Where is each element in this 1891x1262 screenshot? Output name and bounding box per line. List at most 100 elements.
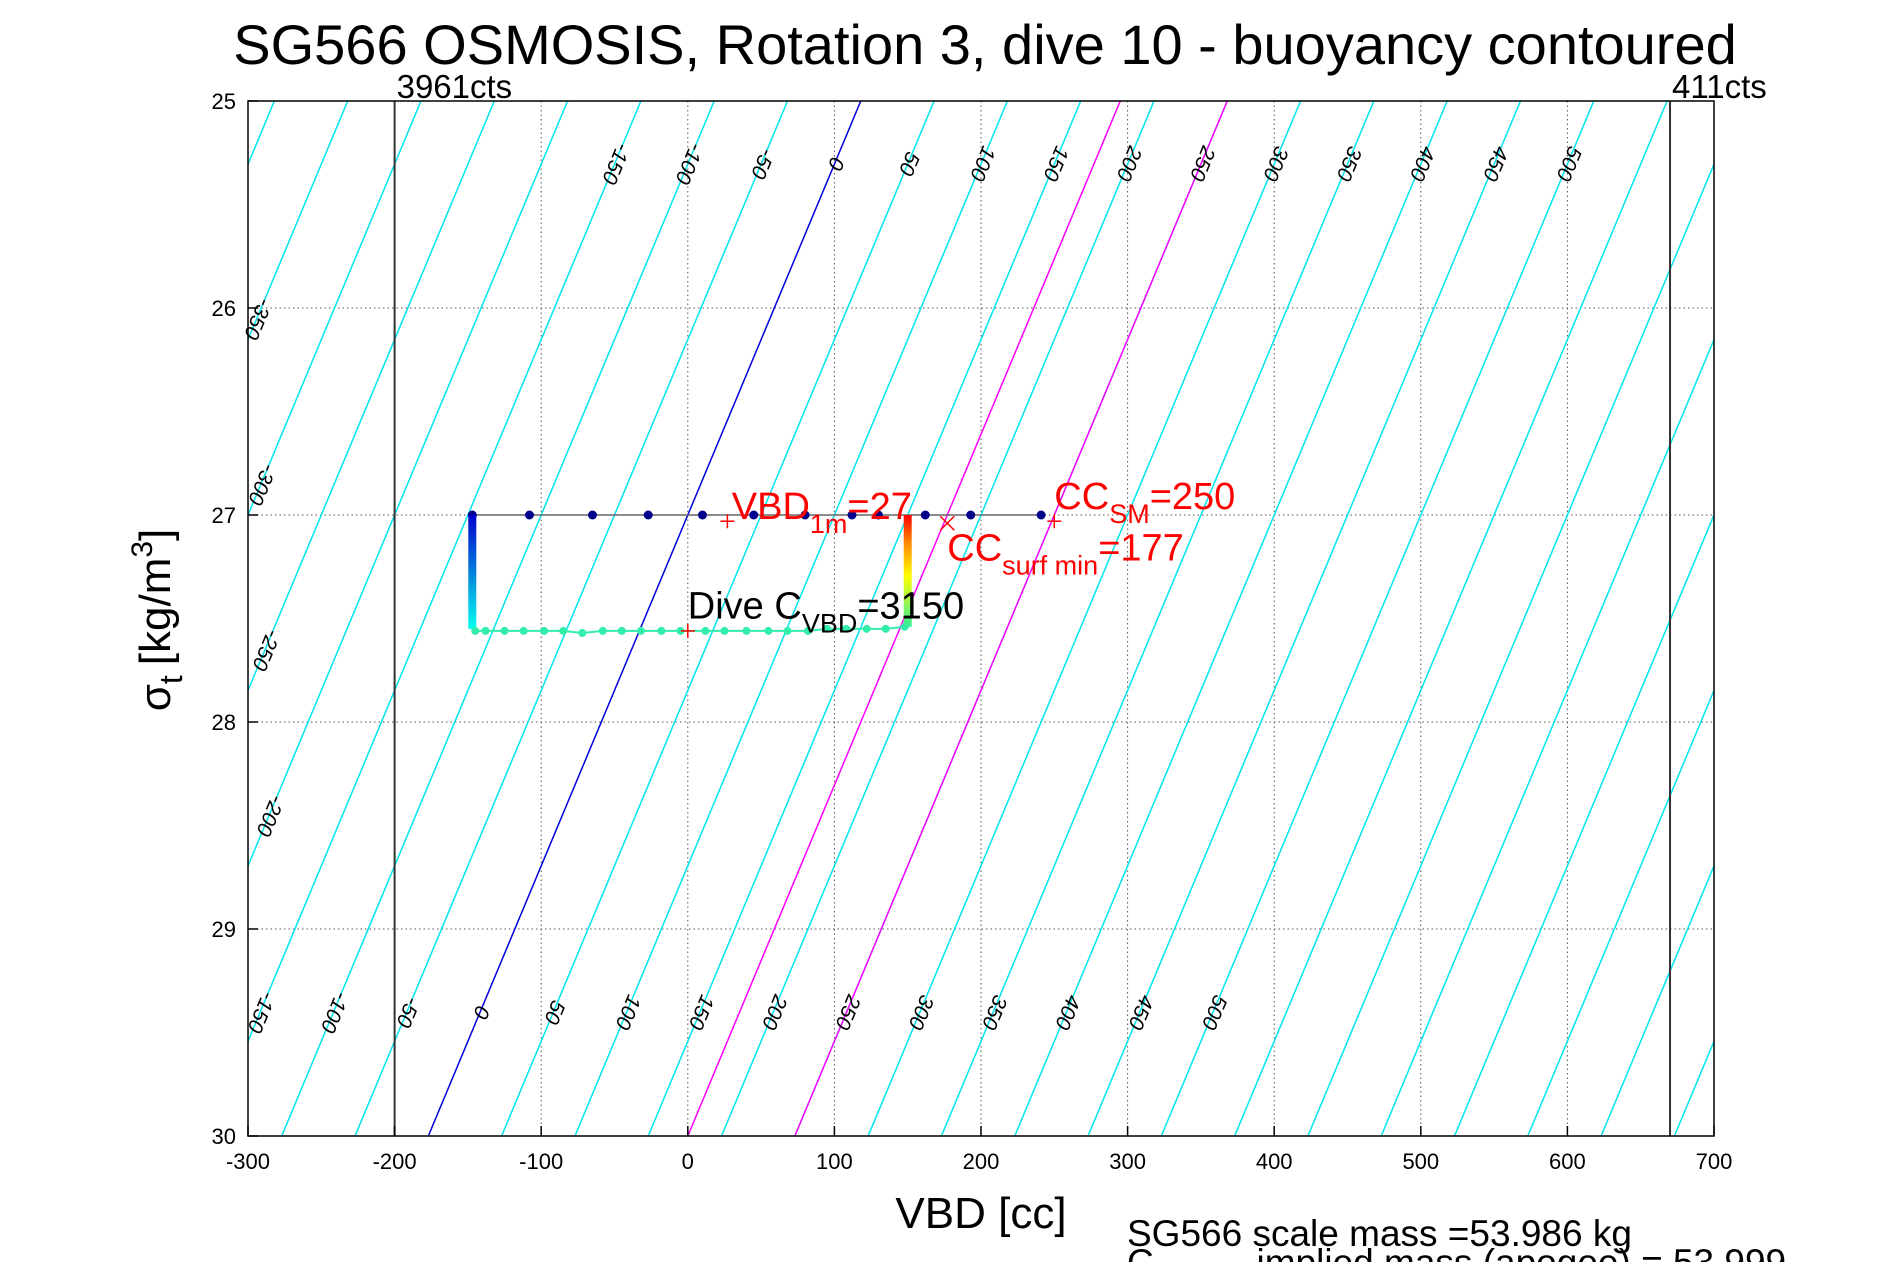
contour-line-zero (427, 101, 862, 1136)
counts-left-label: 3961cts (397, 68, 513, 105)
y-tick-label: 27 (212, 503, 236, 528)
surface-point (966, 510, 976, 520)
annotation-value: =27 (847, 486, 911, 528)
y-tick-label: 30 (212, 1124, 236, 1149)
surface-point (873, 510, 883, 520)
surface-point (800, 510, 810, 520)
y-tick-label: 25 (212, 89, 236, 114)
x-tick-label: 100 (816, 1149, 853, 1174)
contour-line (0, 101, 54, 1136)
contour-line (248, 101, 642, 1044)
x-tick-label: -100 (519, 1149, 563, 1174)
footer-implied-mass: C implied mass (apogee) = 53.999 (1127, 1242, 1786, 1262)
contour-line (1527, 688, 1714, 1136)
annotation-main: CC (1054, 476, 1109, 518)
contour-line (647, 101, 1082, 1136)
y-tick-label: 28 (212, 710, 236, 735)
deep-point (657, 626, 666, 635)
deep-point (862, 624, 871, 633)
annotation-label: VBD1m=27 (732, 486, 912, 539)
contour-line (281, 101, 715, 1136)
surface-point (1036, 510, 1046, 520)
deep-point (636, 626, 645, 635)
contour-line-magenta (794, 101, 1228, 1136)
deep-point (540, 626, 549, 635)
contour-line (1748, 101, 1891, 1136)
contour-line (248, 101, 349, 342)
contour-line (0, 101, 128, 1136)
deep-point (783, 626, 792, 635)
contour-line (1380, 337, 1714, 1136)
contour-line (248, 101, 495, 693)
x-tick-label: 500 (1402, 1149, 1439, 1174)
footer-scale-mass: SG566 scale mass =53.986 kg (1127, 1213, 1632, 1254)
deep-point (842, 624, 851, 633)
contour-line (354, 101, 789, 1136)
surface-point (920, 510, 930, 520)
x-tick-label: 400 (1256, 1149, 1293, 1174)
deep-point (598, 626, 607, 635)
ascent-track (903, 515, 912, 627)
x-tick-label: -200 (373, 1149, 417, 1174)
deep-point (617, 626, 626, 635)
y-axis-label-symbol: σ (131, 684, 180, 711)
contour-line (1233, 101, 1668, 1136)
deep-point (764, 626, 773, 635)
contour-line (574, 101, 1009, 1136)
count-lines (393, 101, 1672, 1136)
deep-point (701, 626, 710, 635)
deep-point (804, 626, 813, 635)
counts-right-label: 411cts (1672, 68, 1767, 105)
contour-line (1307, 162, 1714, 1136)
x-tick-label: 200 (963, 1149, 1000, 1174)
deep-point (578, 628, 587, 637)
plus-marker (680, 623, 695, 638)
deep-point (481, 626, 490, 635)
annotation-subscript: 1m (810, 509, 848, 539)
y-axis-label-units-exponent: 3 (126, 541, 159, 558)
annotation-subscript: VBD (802, 609, 858, 639)
y-axis-label: σt [kg/m3] (126, 529, 189, 712)
y-axis-label-units: [kg/m (131, 558, 180, 666)
contour-line (940, 101, 1375, 1136)
plus-marker (720, 514, 735, 529)
cross-marker (939, 515, 955, 531)
contour-line (1087, 101, 1522, 1136)
plus-marker (1047, 514, 1062, 529)
annotation-subscript: SM (1109, 499, 1150, 529)
deep-point (720, 626, 729, 635)
cross-marker-b (939, 515, 955, 531)
annotation-value: =177 (1098, 528, 1184, 570)
contour-line (1600, 863, 1714, 1136)
annotation-label: Dive CVBD=3150 (688, 586, 964, 639)
deep-point (742, 626, 751, 635)
contour-line (500, 101, 935, 1136)
chart-title: SG566 OSMOSIS, Rotation 3, dive 10 - buo… (233, 13, 1737, 76)
contour-line (867, 101, 1302, 1136)
deep-point (823, 624, 832, 633)
annotation-value: =3150 (857, 586, 964, 628)
data-series (467, 510, 1046, 637)
contour-line (1014, 101, 1448, 1136)
annotation-label: CCSM=250 (1054, 476, 1235, 529)
x-tick-label: 600 (1549, 1149, 1586, 1174)
x-tick-label: 700 (1696, 1149, 1733, 1174)
annotation-value: =250 (1150, 476, 1236, 518)
contour-line (248, 101, 569, 868)
x-tick-label: 300 (1109, 1149, 1146, 1174)
annotation-main: VBD (732, 486, 810, 528)
contour-line (248, 101, 422, 517)
surface-point (749, 510, 759, 520)
surface-point (524, 510, 534, 520)
deep-point (559, 626, 568, 635)
deep-point (881, 624, 890, 633)
x-tick-label: 0 (682, 1149, 694, 1174)
annotation-label: CCsurf min=177 (947, 528, 1184, 581)
y-axis-label-units-close: ] (131, 529, 180, 541)
annotation-main: CC (947, 528, 1002, 570)
surface-point (588, 510, 598, 520)
surface-point (643, 510, 653, 520)
y-axis-label-subscript: t (153, 675, 189, 684)
